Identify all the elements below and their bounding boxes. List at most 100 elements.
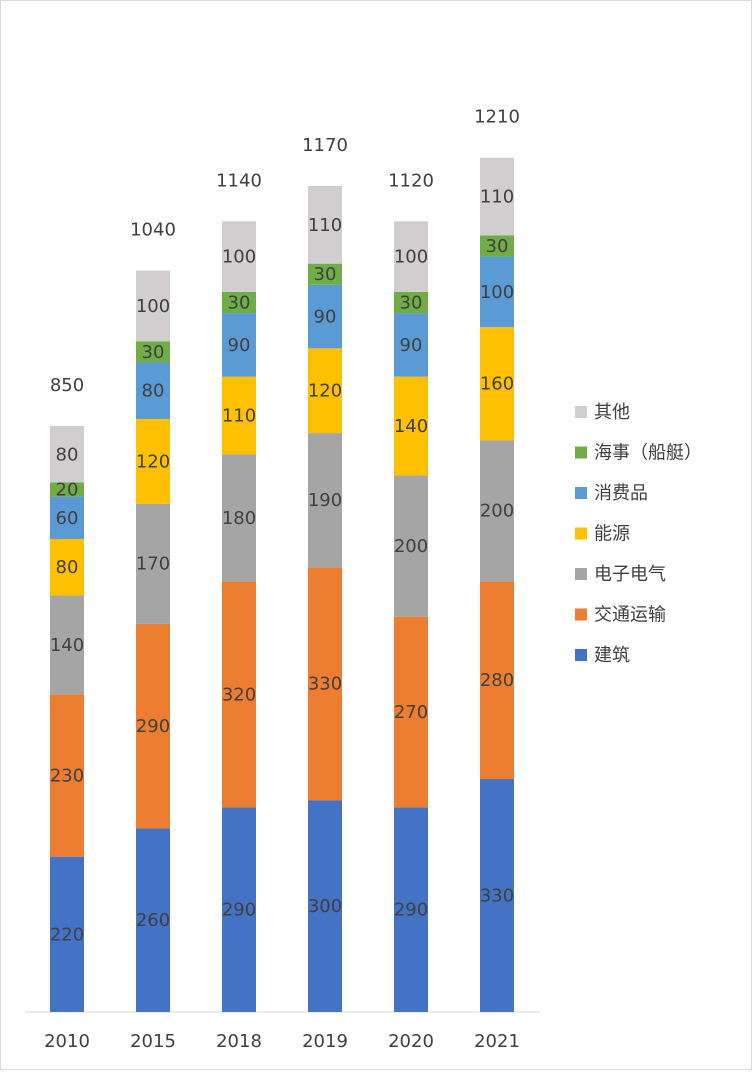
x-tick-label: 2010: [44, 1031, 90, 1052]
data-label: 140: [394, 416, 428, 437]
total-label: 1170: [302, 135, 348, 156]
bar-segment: [308, 433, 342, 568]
bar-segment: [308, 348, 342, 434]
bar-segment: [136, 828, 170, 1012]
data-label: 90: [228, 335, 251, 356]
bar-segment: [308, 185, 342, 264]
data-label: 120: [308, 381, 342, 402]
total-label: 850: [50, 375, 84, 396]
bar-segment: [308, 800, 342, 1012]
data-label: 100: [222, 247, 256, 268]
bar-segment: [394, 376, 428, 476]
bar-segment: [50, 538, 84, 596]
bar-segment: [480, 581, 514, 780]
bar-segment: [480, 235, 514, 257]
x-tick-label: 2020: [388, 1031, 434, 1052]
data-label: 260: [136, 910, 170, 931]
x-tick-label: 2021: [474, 1031, 520, 1052]
data-label: 30: [142, 342, 165, 363]
legend-label: 交通运输: [594, 605, 666, 626]
x-tick-label: 2018: [216, 1031, 262, 1052]
bar-segment: [136, 362, 170, 419]
data-label: 30: [228, 292, 251, 313]
legend-swatch: [575, 649, 587, 661]
bar-segment: [394, 313, 428, 377]
data-label: 270: [394, 702, 428, 723]
data-label: 110: [480, 187, 514, 208]
bar-segment: [50, 595, 84, 695]
bar-segment: [394, 221, 428, 292]
bar-segment: [136, 341, 170, 363]
bar-segment: [222, 454, 256, 582]
bar-segment: [50, 496, 84, 539]
data-label: 110: [222, 405, 256, 426]
bar-segment: [394, 616, 428, 808]
bar-segment: [308, 567, 342, 801]
bar-segment: [136, 503, 170, 624]
data-label: 90: [314, 307, 337, 328]
data-label: 290: [222, 900, 256, 921]
data-label: 230: [50, 765, 84, 786]
data-label: 30: [486, 236, 509, 257]
data-label: 110: [308, 215, 342, 236]
bar-segment: [394, 291, 428, 314]
bar-segment: [222, 581, 256, 808]
bar-segment: [50, 856, 84, 1012]
bar-segment: [480, 779, 514, 1012]
data-label: 20: [56, 480, 79, 501]
data-label: 120: [136, 451, 170, 472]
data-label: 290: [394, 900, 428, 921]
data-label: 90: [400, 335, 423, 356]
bar-segment: [480, 327, 514, 441]
bar-segment: [136, 623, 170, 829]
x-tick-label: 2015: [130, 1031, 176, 1052]
data-label: 80: [56, 557, 79, 578]
data-label: 200: [394, 536, 428, 557]
data-label: 300: [308, 896, 342, 917]
bar-segment: [394, 475, 428, 617]
data-label: 200: [480, 501, 514, 522]
data-label: 100: [480, 282, 514, 303]
bar-segment: [480, 256, 514, 328]
data-label: 100: [136, 296, 170, 317]
legend-label: 电子电气: [594, 564, 666, 585]
data-label: 330: [308, 674, 342, 695]
total-label: 1040: [130, 220, 176, 241]
bar-segment: [222, 807, 256, 1012]
data-label: 190: [308, 490, 342, 511]
data-label: 220: [50, 924, 84, 945]
legend-swatch: [575, 527, 587, 540]
bar-segment: [222, 376, 256, 455]
data-label: 170: [136, 554, 170, 575]
data-label: 160: [480, 374, 514, 395]
legend-swatch: [575, 406, 587, 418]
total-label: 1140: [216, 170, 262, 191]
data-label: 290: [136, 716, 170, 737]
data-label: 60: [56, 508, 79, 529]
bar-segment: [222, 313, 256, 377]
data-label: 180: [222, 508, 256, 529]
data-label: 320: [222, 684, 256, 705]
data-label: 280: [480, 670, 514, 691]
data-label: 80: [142, 381, 165, 402]
bar-segment: [136, 270, 170, 342]
bar-segment: [308, 263, 342, 285]
data-label: 140: [50, 635, 84, 656]
data-label: 330: [480, 886, 514, 907]
bar-segment: [480, 157, 514, 236]
legend-label: 海事（船艇）: [594, 443, 702, 464]
legend-label: 能源: [594, 524, 630, 545]
bar-segment: [308, 284, 342, 349]
bar-segment: [480, 440, 514, 582]
legend-swatch: [575, 608, 587, 621]
data-label: 30: [400, 292, 423, 313]
legend-label: 消费品: [594, 483, 648, 504]
legend-label: 建筑: [594, 645, 630, 666]
x-tick-label: 2019: [302, 1031, 348, 1052]
bar-segment: [222, 221, 256, 292]
data-label: 80: [56, 444, 79, 465]
total-label: 1210: [474, 107, 520, 128]
bar-segment: [50, 426, 84, 483]
legend-swatch: [575, 568, 587, 580]
